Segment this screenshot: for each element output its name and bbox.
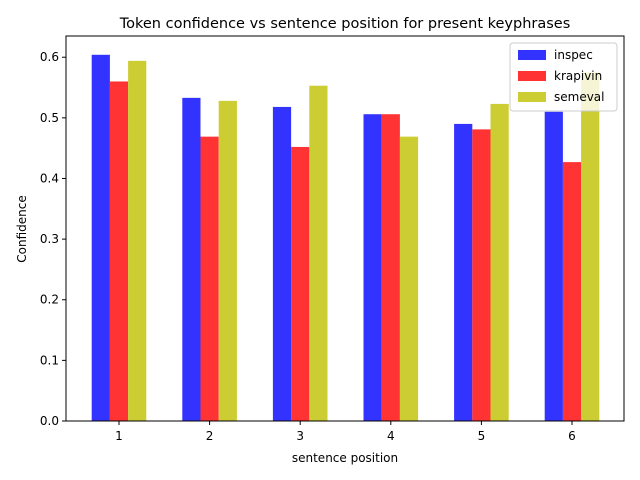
- chart-title: Token confidence vs sentence position fo…: [119, 16, 571, 32]
- legend-swatch-inspec: [518, 50, 546, 60]
- y-tick-label: 0.6: [40, 50, 59, 64]
- x-tick-label: 1: [115, 429, 123, 443]
- y-tick-label: 0.0: [40, 414, 59, 428]
- plot-frame: [65, 35, 625, 422]
- bar-inspec-5: [454, 123, 473, 421]
- bar-krapivin-3: [291, 146, 310, 421]
- bars-group: [91, 54, 600, 422]
- legend-label-inspec: inspec: [554, 48, 593, 62]
- x-axis: 1 2 3 4 5 6: [115, 421, 576, 443]
- bar-inspec-6: [544, 111, 563, 421]
- y-tick-label: 0.3: [40, 232, 59, 246]
- bar-semeval-3: [309, 85, 328, 421]
- bar-semeval-4: [399, 136, 419, 421]
- bar-krapivin-4: [381, 114, 400, 422]
- y-axis-label: Confidence: [15, 195, 29, 262]
- bar-semeval-5: [490, 103, 509, 421]
- y-axis: 0.0 0.1 0.2 0.3 0.4 0.5 0.6: [40, 50, 66, 428]
- legend-label-krapivin: krapivin: [554, 69, 602, 83]
- bar-inspec-1: [91, 54, 110, 421]
- legend-swatch-semeval: [518, 92, 546, 102]
- bar-krapivin-6: [562, 162, 582, 421]
- bar-semeval-2: [218, 100, 237, 421]
- x-tick-label: 3: [296, 429, 304, 443]
- bar-inspec-2: [182, 97, 201, 421]
- y-tick-label: 0.1: [40, 353, 59, 367]
- bar-inspec-3: [272, 106, 292, 421]
- bar-krapivin-5: [472, 129, 491, 422]
- y-tick-label: 0.5: [40, 111, 59, 125]
- x-axis-label: sentence position: [292, 451, 398, 465]
- bar-inspec-4: [363, 114, 382, 422]
- bar-krapivin-2: [200, 136, 219, 421]
- x-tick-label: 5: [478, 429, 486, 443]
- x-tick-label: 6: [568, 429, 576, 443]
- legend-swatch-krapivin: [518, 71, 546, 81]
- x-tick-label: 2: [206, 429, 214, 443]
- y-tick-label: 0.2: [40, 293, 59, 307]
- bar-semeval-6: [581, 72, 600, 421]
- bar-krapivin-1: [109, 81, 129, 421]
- x-tick-label: 4: [387, 429, 395, 443]
- legend: inspec krapivin semeval: [509, 42, 618, 112]
- y-tick-label: 0.4: [40, 171, 59, 185]
- legend-label-semeval: semeval: [554, 90, 605, 104]
- bar-semeval-1: [128, 60, 147, 421]
